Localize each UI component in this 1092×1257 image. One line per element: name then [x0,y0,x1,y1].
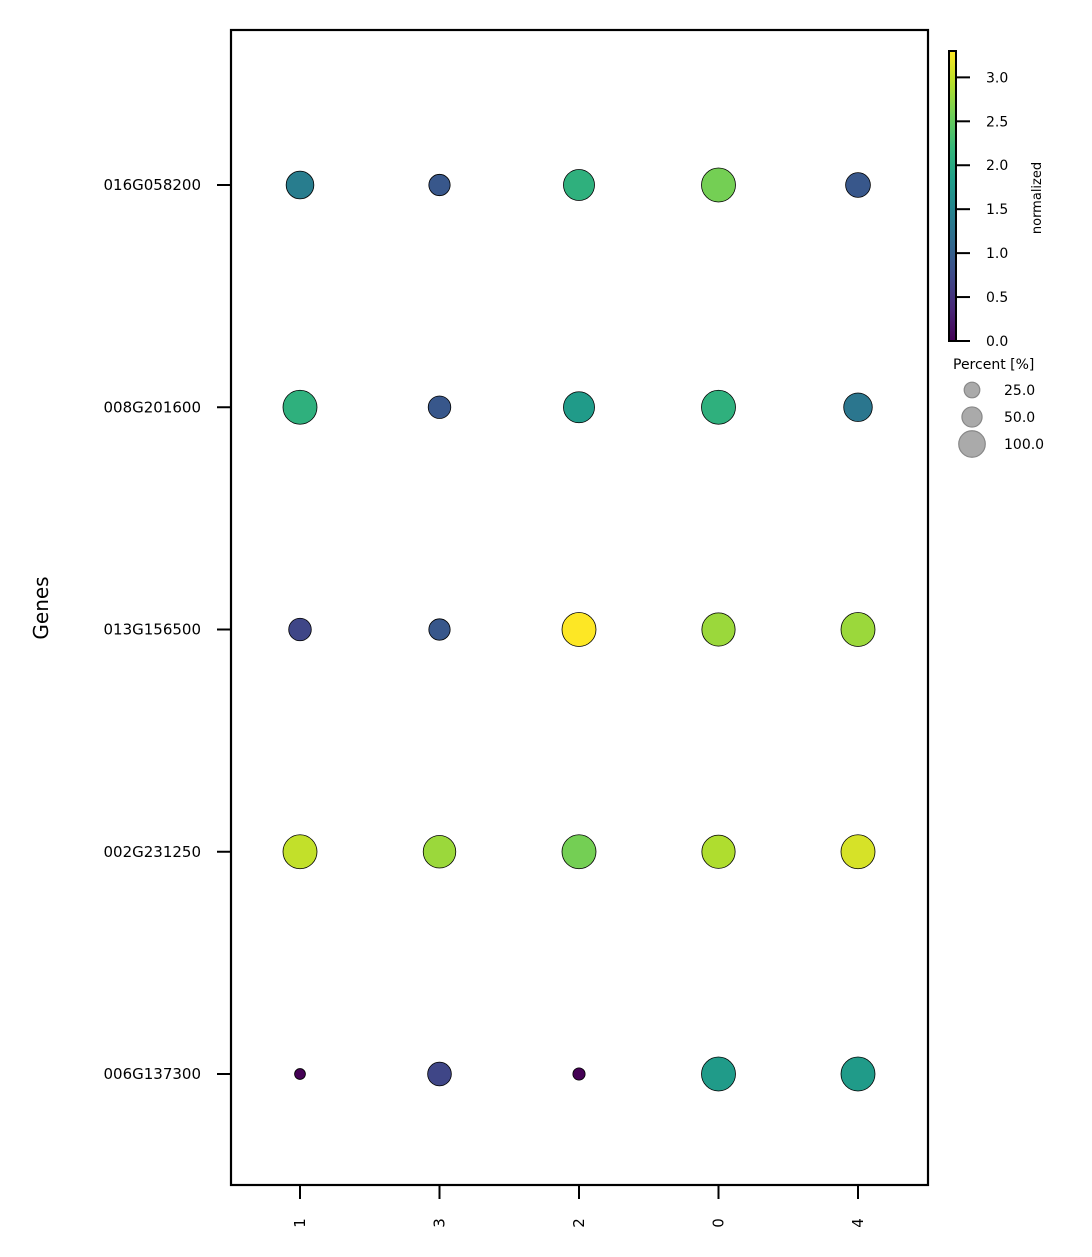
size-legend-dot [961,406,983,428]
dot-008G201600-3 [427,395,452,419]
dot-013G156500-4 [840,612,876,647]
dot-016G058200-4 [845,172,871,198]
dot-013G156500-3 [428,618,451,641]
dot-008G201600-2 [563,391,595,424]
dot-013G156500-2 [561,612,597,647]
y-tick-label: 006G137300 [103,1065,201,1083]
x-tick-label: 4 [849,1218,867,1228]
x-tick-label: 0 [710,1218,728,1228]
size-legend-items: 25.0 50.0 100.0 [958,381,1044,458]
size-legend-label: 50.0 [1004,410,1035,426]
dot-006G137300-0 [701,1056,736,1092]
size-legend-dot [963,381,981,399]
dots-layer [282,167,876,1092]
colorbar-gradient [948,50,957,342]
colorbar: 0.0 0.5 1.0 1.5 2.0 2.5 3.0 normalized [948,50,1045,350]
colorbar-tick-label: 2.0 [986,158,1008,174]
y-axis-ticks: 016G058200 008G201600 013G156500 002G231250… [103,176,231,1083]
dot-006G137300-3 [427,1061,452,1087]
size-legend-label: 25.0 [1004,383,1035,399]
dot-008G201600-1 [282,389,318,425]
dot-002G231250-4 [840,834,876,870]
colorbar-tick-label: 1.5 [986,202,1008,218]
size-legend-title: Percent [%] [953,357,1034,373]
dot-016G058200-1 [285,170,315,200]
dot-013G156500-1 [288,617,312,642]
x-tick-label: 1 [291,1218,309,1228]
y-tick-label: 013G156500 [103,621,201,639]
size-legend-label: 100.0 [1004,437,1044,453]
colorbar-ticks: 0.0 0.5 1.0 1.5 2.0 2.5 3.0 [956,70,1008,350]
dot-013G156500-0 [701,612,736,647]
dot-016G058200-0 [701,167,736,203]
y-tick-label: 002G231250 [103,843,201,861]
dot-008G201600-4 [843,392,873,422]
dot-002G231250-0 [701,834,736,869]
dot-006G137300-2 [572,1067,586,1081]
colorbar-tick-label: 0.5 [986,290,1008,306]
dot-006G137300-1 [294,1068,306,1080]
dot-006G137300-4 [840,1056,876,1092]
colorbar-title: normalized [1030,162,1045,234]
colorbar-tick-label: 2.5 [986,114,1008,130]
dot-002G231250-1 [282,834,318,870]
dot-008G201600-0 [701,389,736,425]
plot-frame [229,28,930,1187]
size-legend: Percent [%] 25.0 50.0 100.0 [953,357,1044,458]
size-legend-dot [958,430,986,458]
x-tick-label: 3 [431,1218,449,1228]
y-tick-label: 008G201600 [103,398,201,416]
y-axis-title: Genes [29,576,53,639]
colorbar-tick-label: 1.0 [986,246,1008,262]
y-tick-label: 016G058200 [103,176,201,194]
colorbar-tick-label: 3.0 [986,70,1008,86]
x-tick-label: 2 [570,1218,588,1228]
colorbar-tick-label: 0.0 [986,334,1008,350]
dot-002G231250-2 [561,834,597,870]
dot-016G058200-3 [428,173,451,197]
dot-002G231250-3 [422,835,457,869]
dot-016G058200-2 [563,169,595,201]
x-axis-ticks: 1 3 2 0 4 [291,1185,867,1228]
